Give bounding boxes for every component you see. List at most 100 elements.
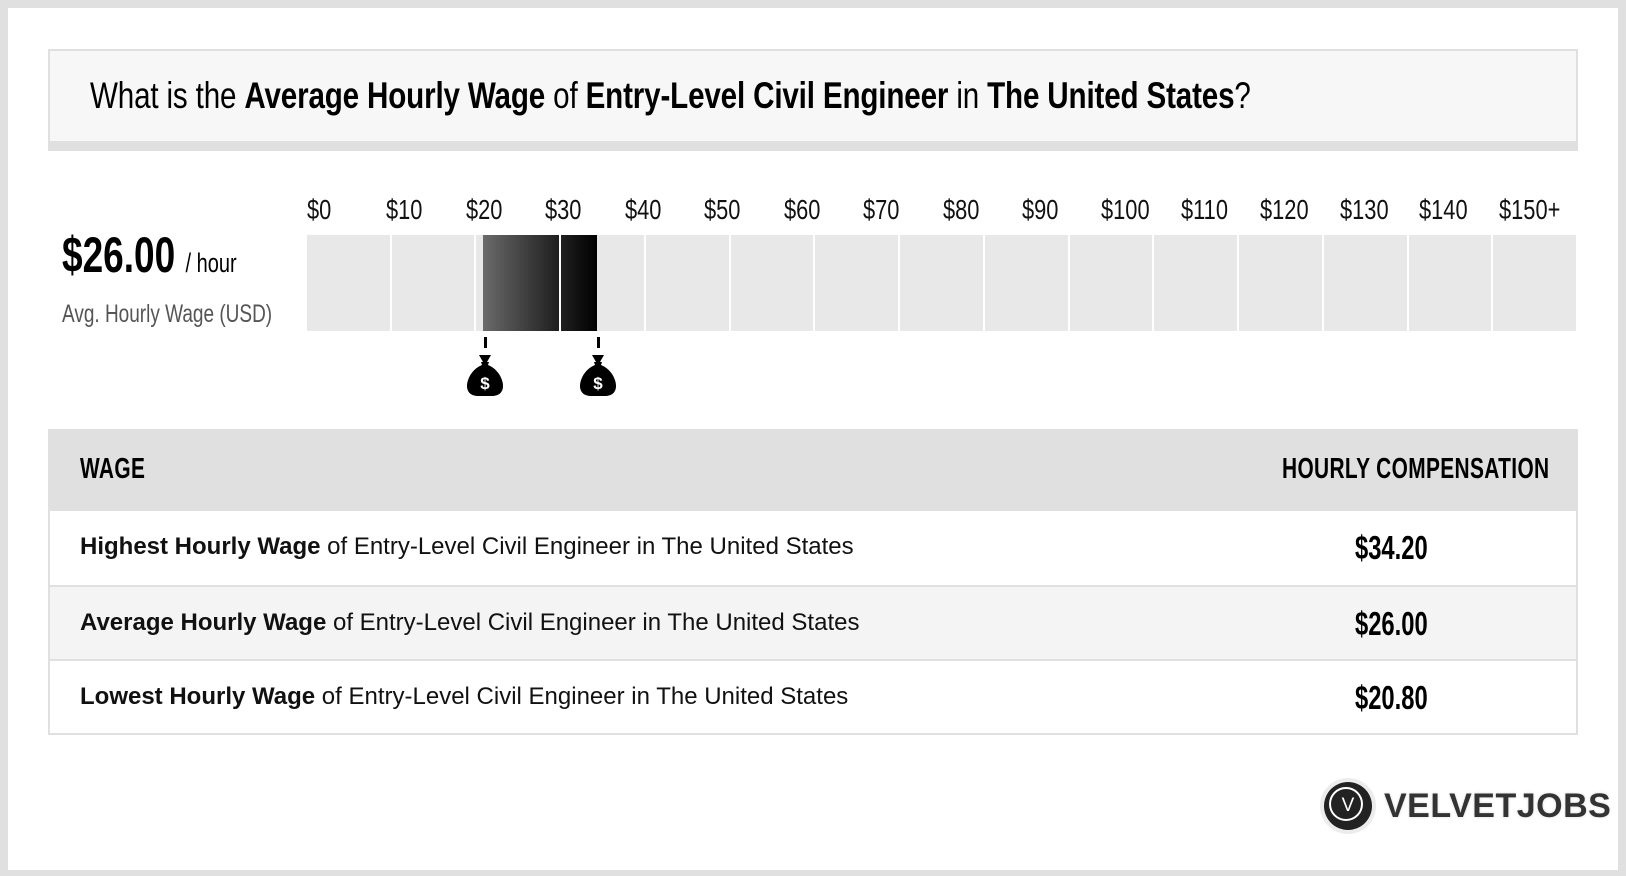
bar-segment <box>1323 235 1409 331</box>
bar-segment <box>1069 235 1155 331</box>
wage-range-highlight-low <box>483 235 559 331</box>
velvetjobs-logo[interactable]: V VELVETJOBS <box>1324 772 1611 840</box>
bar-segment <box>815 235 901 331</box>
row-label: Highest Hourly Wage <box>80 533 321 560</box>
bar-segment <box>391 235 477 331</box>
tick-label: $0 <box>307 194 386 225</box>
bar-segment <box>1154 235 1240 331</box>
logo-wordmark: VELVETJOBS <box>1384 786 1612 825</box>
tick-label: $90 <box>1021 194 1101 225</box>
tick-text: $120 <box>1260 194 1309 225</box>
tick-text: $70 <box>863 194 900 225</box>
tick-label: $70 <box>863 194 942 225</box>
tick-text: $150+ <box>1498 194 1560 225</box>
bar-segment <box>730 235 816 331</box>
average-wage-label: Avg. Hourly Wage (USD) <box>62 300 338 329</box>
tick-label: $110 <box>1180 194 1260 225</box>
svg-text:$: $ <box>480 374 490 393</box>
average-wage-label-text: Avg. Hourly Wage (USD) <box>62 300 273 328</box>
title-of: of <box>545 75 586 116</box>
row-value-text: $20.80 <box>1355 679 1428 716</box>
row-detail: of Entry-Level Civil Engineer in The Uni… <box>326 609 860 636</box>
bar-segment <box>900 235 985 331</box>
tick-label: $120 <box>1260 194 1339 225</box>
bar-segment <box>307 235 392 331</box>
title-metric: Average Hourly Wage <box>244 75 546 116</box>
money-bag-icon: $ <box>580 355 616 396</box>
average-wage-amount: $26.00 <box>62 227 176 283</box>
tick-label: $150+ <box>1498 194 1578 225</box>
table-header: WAGE HOURLY COMPENSATION <box>50 429 1576 511</box>
marker-tick <box>483 337 487 348</box>
marker-tick <box>596 337 600 348</box>
row-description: Lowest Hourly Wage of Entry-Level Civil … <box>80 683 848 711</box>
tick-text: $30 <box>545 194 582 225</box>
table-row: Average Hourly Wage of Entry-Level Civil… <box>50 585 1576 659</box>
row-description: Average Hourly Wage of Entry-Level Civil… <box>80 609 859 637</box>
row-label: Average Hourly Wage <box>80 609 327 636</box>
tick-text: $80 <box>942 194 979 225</box>
wage-range-bar <box>307 235 1579 331</box>
row-value: $34.20 <box>1355 529 1456 567</box>
tick-text: $140 <box>1419 194 1468 225</box>
logo-badge-icon: V <box>1324 782 1372 830</box>
wage-unit: / hour <box>185 248 237 278</box>
column-header-compensation: HOURLY COMPENSATION <box>1282 453 1626 486</box>
wage-axis-ticks: $0 $10 $20 $30 $40 $50 $60 $70 $80 $90 $… <box>307 194 1578 225</box>
title-in: in <box>948 75 988 116</box>
tick-text: $100 <box>1101 194 1150 225</box>
tick-text: $10 <box>386 194 423 225</box>
question-header: What is the Average Hourly Wage of Entry… <box>48 49 1578 151</box>
tick-label: $130 <box>1339 194 1419 225</box>
column-header-wage: WAGE <box>80 453 171 486</box>
title-suffix: ? <box>1234 75 1251 116</box>
table-row: Highest Hourly Wage of Entry-Level Civil… <box>50 511 1576 585</box>
tick-label: $40 <box>624 194 704 225</box>
tick-text: $60 <box>783 194 821 225</box>
bar-segment <box>984 235 1070 331</box>
wage-range-highlight-high <box>561 235 597 331</box>
row-detail: of Entry-Level Civil Engineer in The Uni… <box>315 683 849 710</box>
average-wage-value: $26.00 / hour <box>62 226 298 284</box>
tick-text: $20 <box>465 194 503 225</box>
lowest-wage-marker: $ <box>465 337 505 397</box>
title-prefix: What is the <box>90 75 245 116</box>
row-description: Highest Hourly Wage of Entry-Level Civil… <box>80 533 854 561</box>
row-value-text: $34.20 <box>1355 529 1428 566</box>
logo-initial: V <box>1341 795 1355 816</box>
column-header-compensation-text: HOURLY COMPENSATION <box>1282 453 1550 485</box>
tick-text: $0 <box>307 194 332 225</box>
page-title: What is the Average Hourly Wage of Entry… <box>90 75 1541 117</box>
tick-label: $50 <box>704 194 783 225</box>
bar-segment <box>1239 235 1324 331</box>
tick-label: $30 <box>545 194 624 225</box>
column-header-wage-text: WAGE <box>80 453 146 485</box>
bar-segment <box>1493 235 1579 331</box>
tick-label: $60 <box>783 194 863 225</box>
row-value-text: $26.00 <box>1355 605 1428 642</box>
tick-label: $20 <box>465 194 545 225</box>
table-row: Lowest Hourly Wage of Entry-Level Civil … <box>50 659 1576 733</box>
bar-segment <box>645 235 731 331</box>
tick-text: $110 <box>1180 194 1228 225</box>
tick-label: $10 <box>386 194 465 225</box>
row-value: $26.00 <box>1355 605 1456 643</box>
wage-card: What is the Average Hourly Wage of Entry… <box>8 8 1618 870</box>
highest-wage-marker: $ <box>578 337 618 397</box>
logo-ring <box>1329 787 1363 821</box>
title-job: Entry-Level Civil Engineer <box>585 75 949 116</box>
tick-text: $90 <box>1021 194 1059 225</box>
tick-text: $40 <box>624 194 662 225</box>
tick-text: $50 <box>704 194 741 225</box>
tick-text: $130 <box>1339 194 1389 225</box>
row-detail: of Entry-Level Civil Engineer in The Uni… <box>320 533 854 560</box>
wage-table: WAGE HOURLY COMPENSATION Highest Hourly … <box>48 429 1578 735</box>
tick-label: $80 <box>942 194 1022 225</box>
money-bag-icon: $ <box>467 355 503 396</box>
svg-text:$: $ <box>593 374 603 393</box>
row-value: $20.80 <box>1355 679 1456 717</box>
tick-label: $100 <box>1101 194 1180 225</box>
title-location: The United States <box>987 75 1235 116</box>
bar-segment <box>1408 235 1494 331</box>
tick-label: $140 <box>1419 194 1498 225</box>
